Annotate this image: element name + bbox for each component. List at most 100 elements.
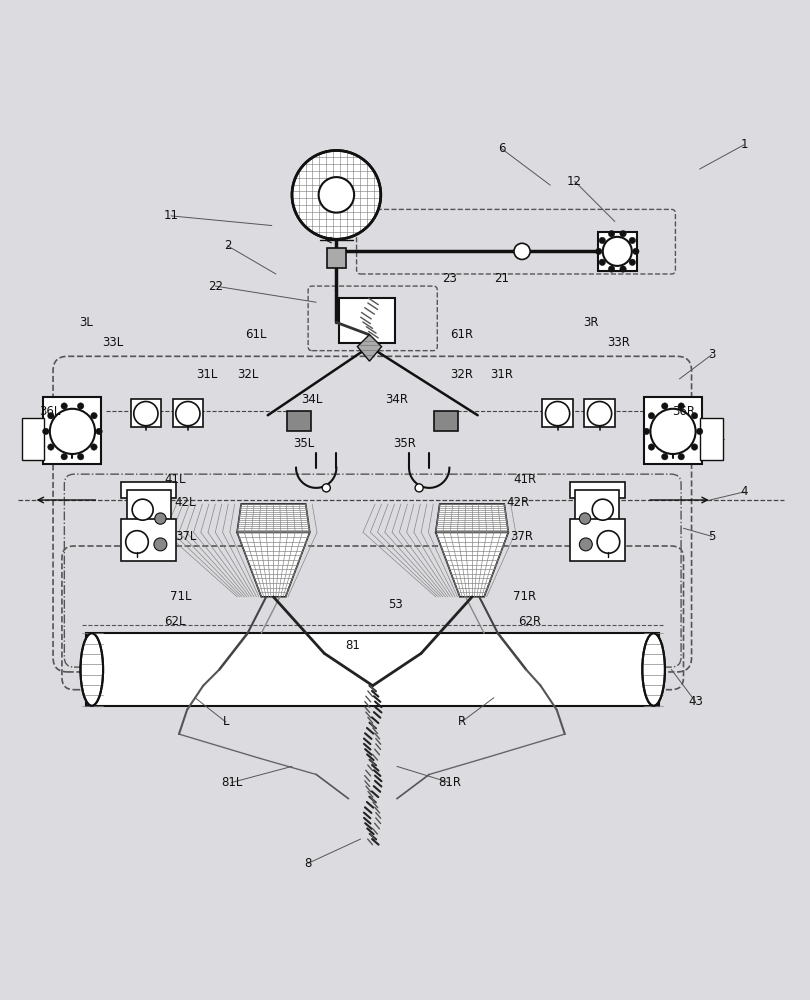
Polygon shape <box>237 532 309 597</box>
Circle shape <box>318 177 354 213</box>
Polygon shape <box>130 399 161 427</box>
Text: 34R: 34R <box>386 393 408 406</box>
Text: 62R: 62R <box>518 615 542 628</box>
Polygon shape <box>357 335 382 361</box>
Circle shape <box>579 538 592 551</box>
Circle shape <box>648 412 654 419</box>
Polygon shape <box>644 397 702 464</box>
Text: 32R: 32R <box>450 368 473 381</box>
Circle shape <box>648 444 654 450</box>
Circle shape <box>48 412 54 419</box>
Text: 21: 21 <box>494 272 509 285</box>
Circle shape <box>599 237 606 244</box>
Text: 33R: 33R <box>608 336 630 349</box>
Circle shape <box>587 402 612 426</box>
Text: 32L: 32L <box>237 368 258 381</box>
Text: 2: 2 <box>224 239 231 252</box>
Polygon shape <box>701 418 723 460</box>
Text: 6: 6 <box>498 142 505 155</box>
Text: 42L: 42L <box>175 496 196 509</box>
Polygon shape <box>121 482 176 498</box>
Text: 71L: 71L <box>170 590 191 603</box>
Circle shape <box>597 531 620 553</box>
Text: 61R: 61R <box>450 328 473 341</box>
Text: 71R: 71R <box>513 590 536 603</box>
Circle shape <box>78 453 84 460</box>
Ellipse shape <box>80 633 103 706</box>
Text: 81: 81 <box>345 639 360 652</box>
Polygon shape <box>569 482 625 498</box>
Circle shape <box>650 409 696 454</box>
Text: 34L: 34L <box>301 393 323 406</box>
Circle shape <box>545 402 569 426</box>
Circle shape <box>126 531 148 553</box>
Polygon shape <box>326 248 346 268</box>
Circle shape <box>608 230 615 237</box>
Circle shape <box>697 428 703 435</box>
Text: 31R: 31R <box>490 368 514 381</box>
Circle shape <box>134 402 158 426</box>
Text: 12: 12 <box>567 175 582 188</box>
Text: L: L <box>223 715 229 728</box>
Circle shape <box>620 266 626 272</box>
Circle shape <box>514 243 530 259</box>
Circle shape <box>78 403 84 409</box>
Polygon shape <box>584 399 615 427</box>
Polygon shape <box>574 490 619 524</box>
Polygon shape <box>22 418 45 460</box>
Text: 11: 11 <box>164 209 178 222</box>
Text: 53: 53 <box>388 598 403 611</box>
Circle shape <box>415 484 423 492</box>
Text: R: R <box>458 715 466 728</box>
Text: 3: 3 <box>708 348 715 361</box>
Circle shape <box>50 409 95 454</box>
Circle shape <box>662 403 668 409</box>
Text: 33L: 33L <box>102 336 123 349</box>
Circle shape <box>91 412 97 419</box>
Circle shape <box>154 538 167 551</box>
Circle shape <box>579 513 590 524</box>
Polygon shape <box>86 633 659 706</box>
Circle shape <box>643 428 650 435</box>
Text: 62L: 62L <box>164 615 185 628</box>
Polygon shape <box>237 504 309 532</box>
Text: 5: 5 <box>708 530 715 543</box>
Circle shape <box>678 453 684 460</box>
Circle shape <box>691 444 697 450</box>
Text: 1: 1 <box>740 138 748 151</box>
Circle shape <box>43 428 49 435</box>
Text: 22: 22 <box>208 280 223 293</box>
Circle shape <box>61 403 67 409</box>
Text: 81R: 81R <box>438 776 461 789</box>
Circle shape <box>96 428 102 435</box>
Text: 23: 23 <box>442 272 457 285</box>
Text: 81L: 81L <box>221 776 242 789</box>
Circle shape <box>620 230 626 237</box>
Polygon shape <box>173 399 203 427</box>
Circle shape <box>629 237 636 244</box>
Polygon shape <box>44 397 101 464</box>
Polygon shape <box>434 411 458 431</box>
Polygon shape <box>339 298 395 343</box>
Text: 31L: 31L <box>197 368 218 381</box>
Circle shape <box>176 402 200 426</box>
Polygon shape <box>2 96 808 904</box>
Text: 37L: 37L <box>175 530 196 543</box>
Polygon shape <box>436 532 509 597</box>
Text: 41L: 41L <box>164 473 185 486</box>
Circle shape <box>322 484 330 492</box>
Text: 43: 43 <box>688 695 703 708</box>
Circle shape <box>132 499 153 520</box>
Circle shape <box>629 259 636 266</box>
Text: 3L: 3L <box>79 316 93 329</box>
Text: 4: 4 <box>740 485 748 498</box>
Circle shape <box>292 150 381 239</box>
Polygon shape <box>436 504 509 532</box>
Text: 35R: 35R <box>394 437 416 450</box>
Circle shape <box>48 444 54 450</box>
Circle shape <box>691 412 697 419</box>
Circle shape <box>662 453 668 460</box>
Circle shape <box>633 248 639 255</box>
Ellipse shape <box>642 633 665 706</box>
Polygon shape <box>288 411 311 431</box>
